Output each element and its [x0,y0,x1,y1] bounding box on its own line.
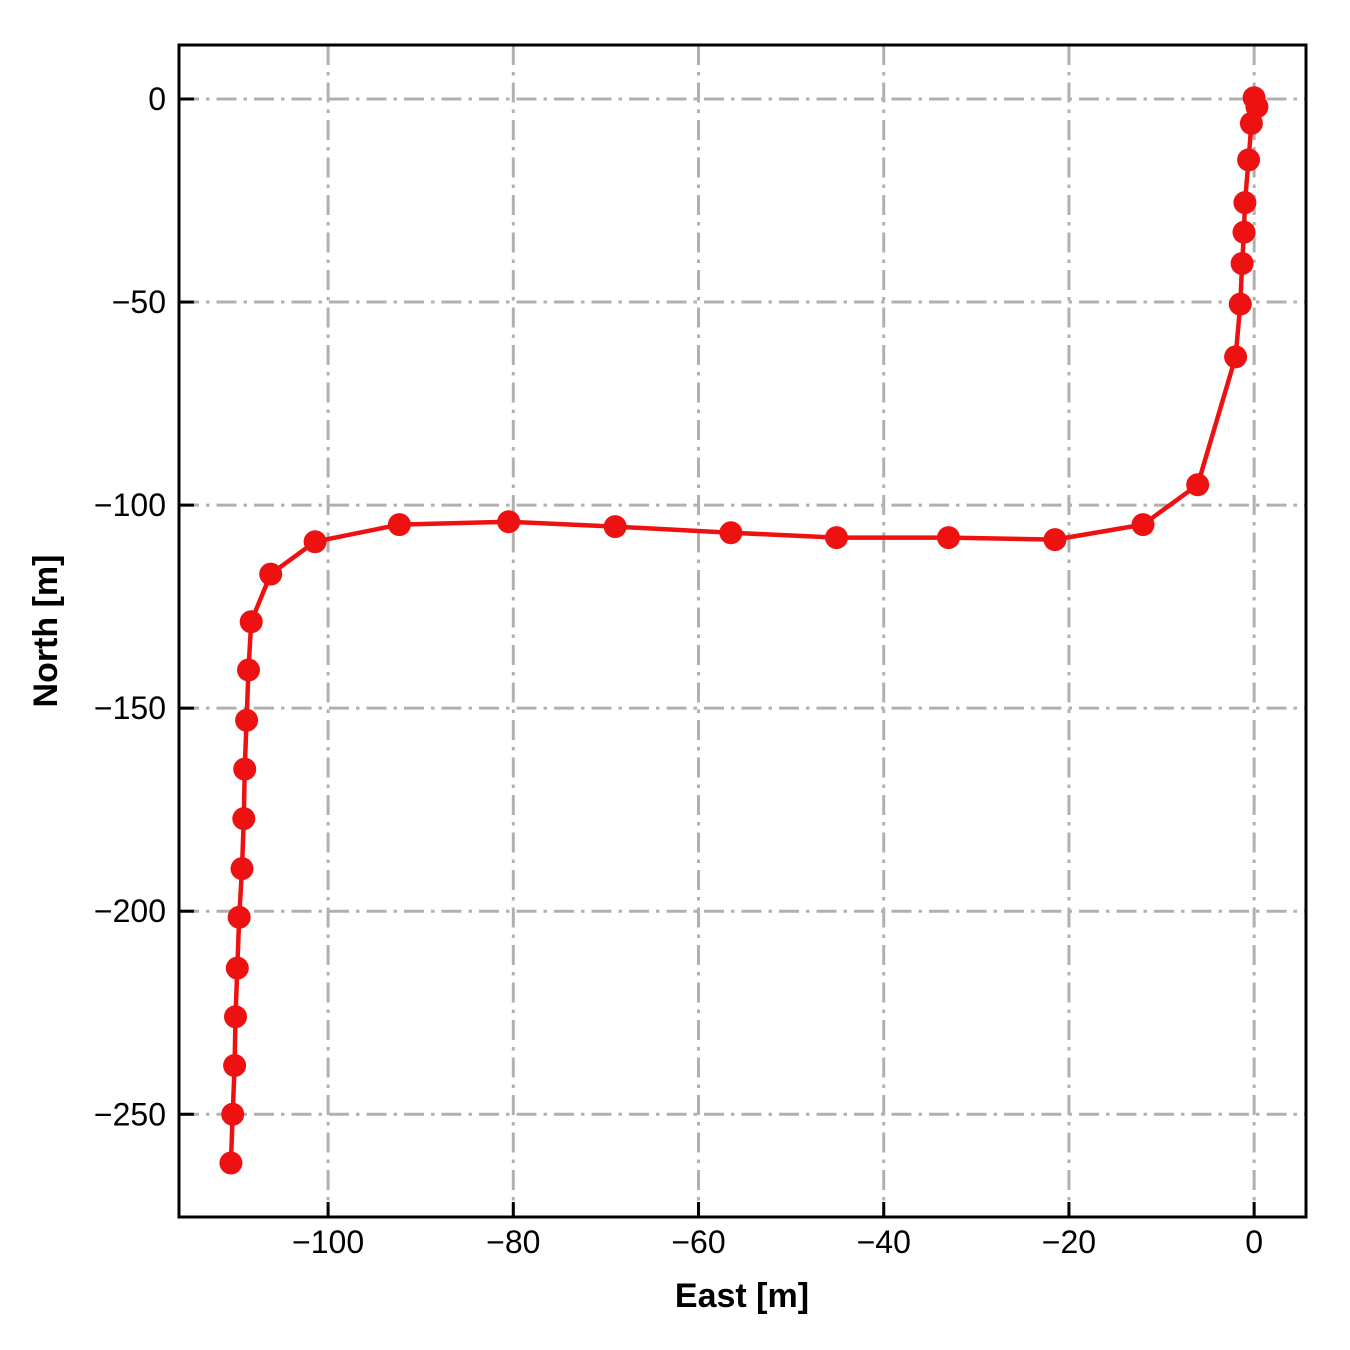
data-point-marker [219,1151,243,1175]
y-tick-label: −150 [94,690,166,726]
data-point-marker [237,658,260,682]
y-axis-label: North [m] [27,555,65,708]
x-tick-label: −80 [486,1224,540,1260]
x-tick-label: −100 [292,1224,364,1260]
data-point-marker [224,1005,247,1029]
data-point-marker [937,526,960,550]
data-point-marker [232,807,256,831]
x-tick-label: −20 [1042,1224,1096,1260]
data-point-marker [1237,148,1261,172]
y-tick-label: −100 [94,487,166,523]
data-point-marker [1186,473,1210,497]
data-point-marker [1233,191,1257,215]
data-point-marker [719,521,743,545]
x-tick-label: −60 [671,1224,725,1260]
data-point-marker [387,513,411,537]
y-tick-label: 0 [148,81,166,117]
y-tick-label: −200 [94,893,166,929]
data-point-marker [1131,513,1155,537]
data-point-marker [1224,345,1248,369]
x-axis-label: East [m] [675,1277,809,1315]
data-point-marker [239,610,263,634]
data-point-marker [497,510,521,534]
data-point-marker [223,1054,247,1077]
data-point-marker [1239,111,1263,135]
y-tick-label: −250 [94,1096,166,1132]
data-point-marker [227,905,251,929]
x-tick-label: −40 [857,1224,911,1260]
x-tick-label: 0 [1245,1224,1263,1260]
data-point-marker [603,515,627,539]
data-point-marker [303,530,327,554]
data-point-marker [1230,252,1254,275]
data-point-marker [1232,220,1256,244]
data-point-marker [225,956,249,980]
data-point-marker [1228,292,1252,316]
data-point-marker [221,1102,245,1126]
data-point-marker [1043,528,1067,552]
data-point-marker [235,708,259,732]
y-tick-label: −50 [112,284,166,320]
axes-frame [177,43,1308,1219]
data-point-marker [259,562,283,586]
data-point-marker [233,757,257,781]
plot-area [179,45,1306,1217]
data-point-marker [825,526,848,550]
data-point-marker [230,857,254,881]
